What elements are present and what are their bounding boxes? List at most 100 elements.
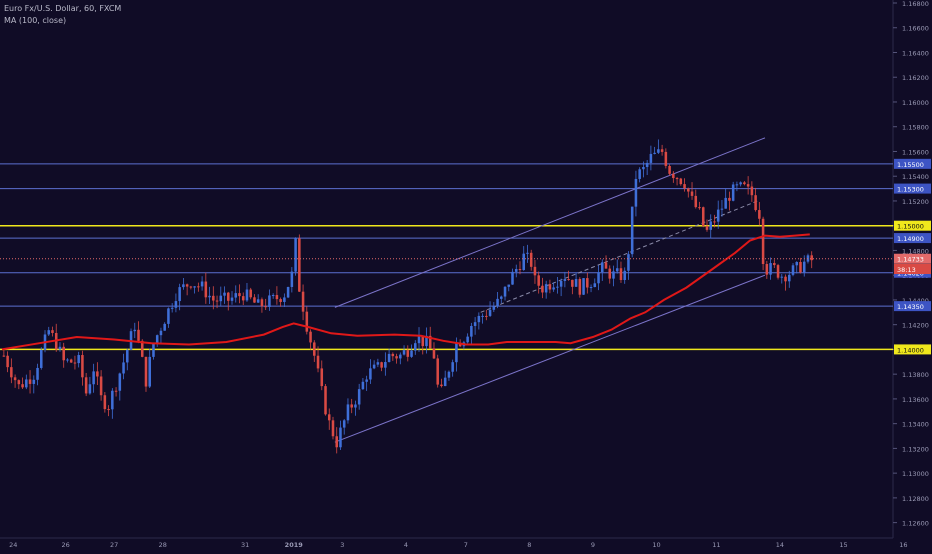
candle-body bbox=[234, 293, 238, 298]
time-tick-label: 15 bbox=[839, 541, 847, 549]
time-tick-label: 16 bbox=[899, 541, 907, 549]
level-price-label: 1.15500 bbox=[897, 161, 924, 169]
candle-body bbox=[96, 371, 99, 377]
price-tick-label: 1.15400 bbox=[902, 173, 929, 181]
candle-body bbox=[17, 380, 21, 385]
candle-body bbox=[178, 287, 181, 302]
candle-body bbox=[578, 278, 582, 295]
level-price-label-bg bbox=[894, 183, 931, 194]
candle-body bbox=[73, 362, 77, 364]
candle-body bbox=[660, 149, 664, 152]
candle-body bbox=[387, 353, 391, 363]
time-tick-label: 4 bbox=[404, 541, 408, 549]
candle-body bbox=[51, 330, 54, 333]
candle-body bbox=[331, 420, 335, 437]
candle-body bbox=[339, 427, 342, 448]
level-price-label-bg bbox=[894, 344, 931, 355]
price-tick-label: 1.16000 bbox=[902, 99, 929, 107]
candle-body bbox=[286, 286, 290, 298]
candle-body bbox=[77, 355, 80, 364]
candle-body bbox=[320, 368, 324, 387]
candle-body bbox=[357, 389, 361, 405]
candle-body bbox=[103, 395, 107, 410]
candle-body bbox=[455, 342, 458, 363]
moving-average-line bbox=[1, 233, 810, 351]
candle-body bbox=[215, 300, 219, 302]
candle-body bbox=[376, 362, 380, 365]
candle-body bbox=[230, 297, 234, 301]
candle-body bbox=[765, 264, 769, 275]
candle-body bbox=[739, 182, 742, 185]
candle-body bbox=[342, 420, 346, 428]
candle-body bbox=[541, 285, 544, 293]
candle-body bbox=[593, 283, 597, 288]
candle-body bbox=[133, 329, 137, 332]
candle-body bbox=[488, 309, 492, 316]
candle-body bbox=[245, 289, 249, 301]
candle-body bbox=[107, 409, 110, 411]
candle-body bbox=[604, 262, 608, 269]
candle-body bbox=[40, 349, 43, 368]
candle-body bbox=[713, 221, 716, 223]
channel-upper-line bbox=[334, 137, 766, 308]
candle-body bbox=[690, 191, 694, 196]
candle-body bbox=[118, 373, 122, 391]
candle-body bbox=[380, 362, 383, 368]
countdown-label-bg bbox=[894, 264, 931, 274]
candle-body bbox=[481, 315, 484, 317]
candle-body bbox=[548, 284, 552, 290]
price-tick-label: 1.12600 bbox=[902, 520, 929, 528]
level-price-label-bg bbox=[894, 158, 931, 169]
candle-body bbox=[36, 367, 39, 380]
candle-body bbox=[500, 296, 503, 299]
candle-body bbox=[294, 238, 297, 272]
candle-body bbox=[645, 162, 649, 167]
candle-body bbox=[10, 367, 13, 378]
candle-body bbox=[709, 221, 712, 230]
candle-body bbox=[544, 284, 548, 293]
candle-body bbox=[241, 296, 245, 301]
candle-body bbox=[260, 299, 264, 307]
candle-body bbox=[559, 280, 563, 287]
candle-body bbox=[470, 325, 473, 337]
candle-body bbox=[114, 390, 118, 392]
candle-body bbox=[170, 307, 174, 309]
candle-body bbox=[66, 359, 69, 361]
candle-body bbox=[414, 343, 417, 351]
candle-body bbox=[552, 287, 555, 290]
candle-body bbox=[111, 390, 114, 410]
candle-body bbox=[485, 315, 488, 317]
candle-body bbox=[200, 281, 204, 287]
candle-body bbox=[567, 279, 570, 281]
candle-body bbox=[503, 286, 507, 297]
candle-body bbox=[2, 355, 6, 357]
price-tick-label: 1.13800 bbox=[902, 371, 929, 379]
candle-body bbox=[799, 261, 802, 273]
price-tick-label: 1.16800 bbox=[902, 0, 929, 8]
candle-body bbox=[369, 368, 372, 380]
level-price-label: 1.14900 bbox=[897, 235, 924, 243]
candle-body bbox=[84, 377, 88, 394]
candle-body bbox=[634, 178, 638, 207]
candle-body bbox=[586, 278, 589, 288]
candle-body bbox=[720, 208, 724, 210]
candle-body bbox=[724, 197, 727, 209]
candle-body bbox=[361, 381, 365, 390]
candle-body bbox=[126, 349, 129, 363]
price-tick-label: 1.13600 bbox=[902, 396, 929, 404]
countdown-label: 38:13 bbox=[897, 266, 916, 274]
candle-body bbox=[623, 270, 626, 281]
price-tick-label: 1.16600 bbox=[902, 25, 929, 33]
candle-body bbox=[612, 271, 615, 279]
last-price-label: 1.14733 bbox=[897, 256, 924, 264]
candle-body bbox=[324, 386, 327, 415]
candle-body bbox=[683, 184, 686, 189]
candle-body bbox=[365, 379, 368, 382]
candle-body bbox=[204, 281, 208, 298]
candle-body bbox=[264, 306, 267, 308]
candle-body bbox=[219, 295, 223, 302]
candle-body bbox=[122, 362, 125, 374]
candle-body bbox=[627, 254, 630, 271]
